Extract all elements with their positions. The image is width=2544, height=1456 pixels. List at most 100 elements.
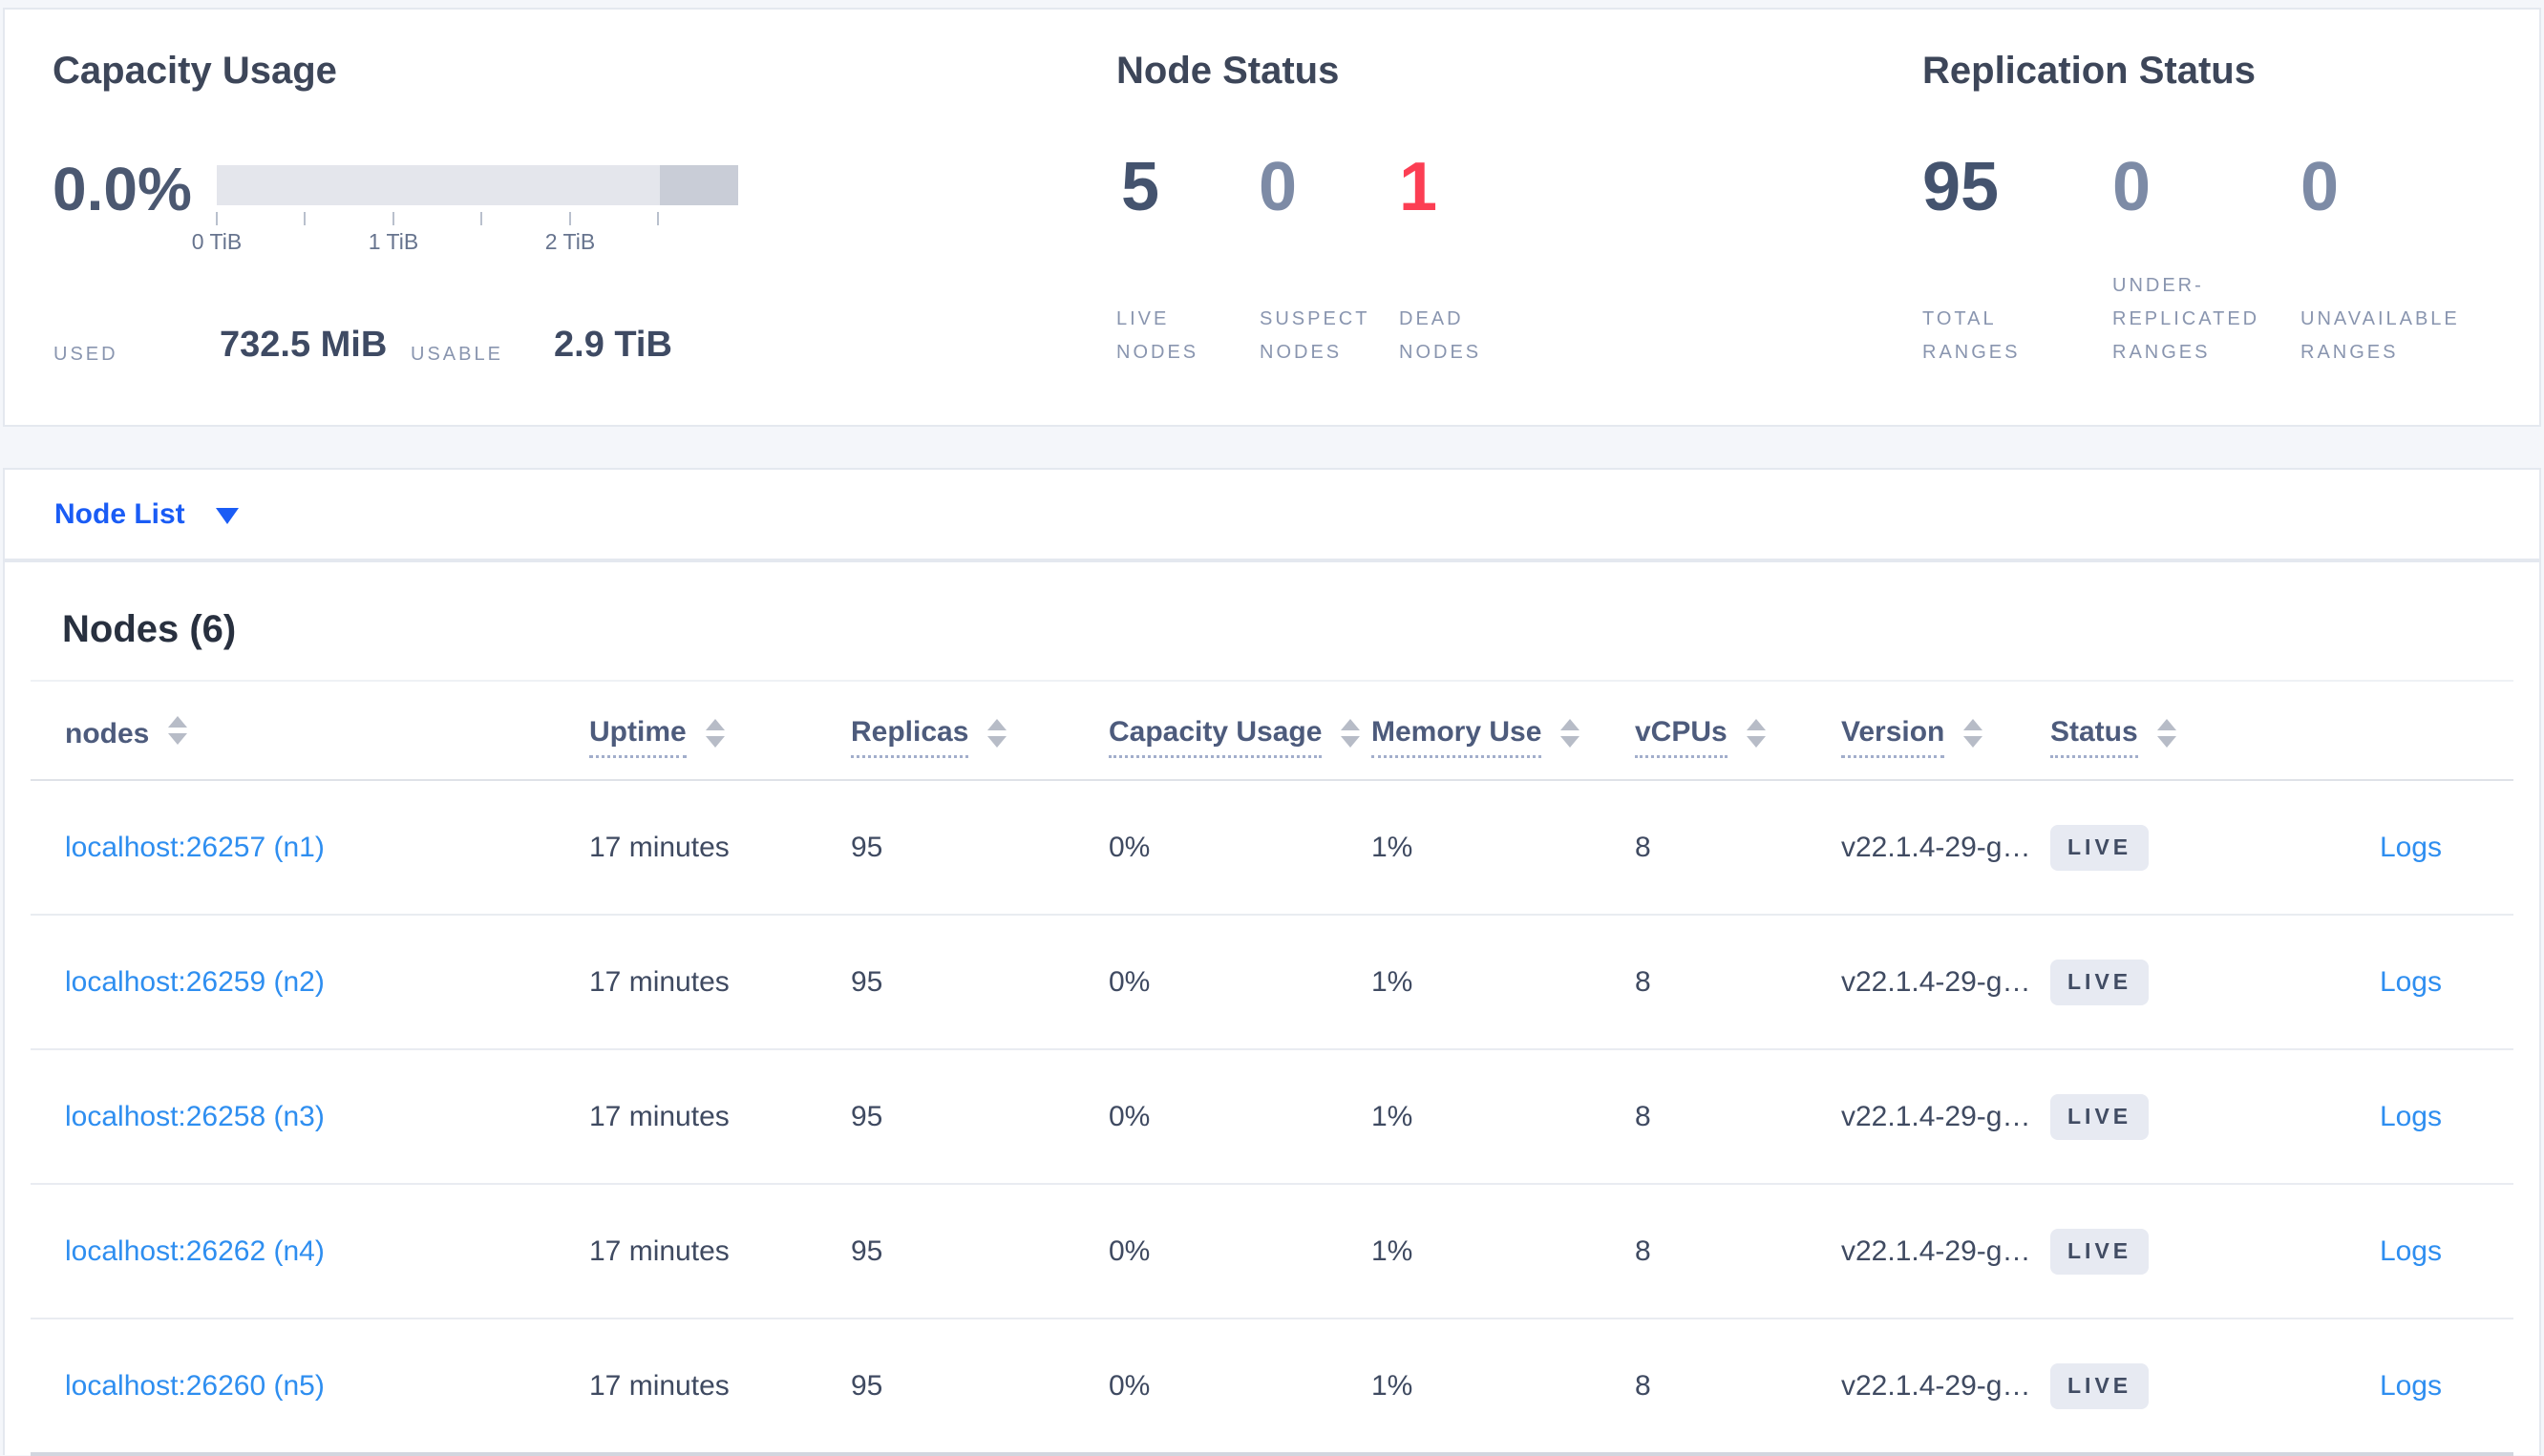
axis-label-0tib: 0 TiB xyxy=(191,229,243,254)
column-header-capacity-usage[interactable]: Capacity Usage xyxy=(1109,716,1361,758)
column-header-memory-use[interactable]: Memory Use xyxy=(1371,716,1580,758)
vcpus-cell: 8 xyxy=(1635,1100,1651,1132)
status-badge: LIVE xyxy=(2050,1228,2150,1275)
sort-icon xyxy=(1560,719,1580,748)
logs-link[interactable]: Logs xyxy=(2379,965,2442,998)
label-line: RANGES xyxy=(1922,342,2021,363)
axis-tick xyxy=(392,212,394,225)
column-header-nodes[interactable]: nodes xyxy=(65,716,188,752)
capacity-bar-dark-segment xyxy=(660,165,738,205)
replicas-cell: 95 xyxy=(851,965,883,998)
logs-link[interactable]: Logs xyxy=(2379,1100,2442,1132)
memory-use-cell: 1% xyxy=(1371,831,1413,863)
capacity-usage-bar xyxy=(217,165,738,205)
table-row: localhost:26257 (n1) 17 minutes 95 0% 1%… xyxy=(31,781,2513,916)
capacity-usage-title: Capacity Usage xyxy=(53,50,337,92)
view-selector-bar: Node List xyxy=(3,468,2541,560)
node-address-link[interactable]: localhost:26259 (n2) xyxy=(65,965,325,998)
column-header-label: Memory Use xyxy=(1371,716,1542,758)
label-line: NODES xyxy=(1399,342,1482,363)
uptime-cell: 17 minutes xyxy=(589,1369,730,1402)
live-nodes-count: 5 xyxy=(1121,149,1160,225)
node-address-link[interactable]: localhost:26262 (n4) xyxy=(65,1234,325,1267)
usable-label: USABLE xyxy=(411,344,503,365)
sort-icon xyxy=(987,719,1007,748)
uptime-cell: 17 minutes xyxy=(589,965,730,998)
status-badge: LIVE xyxy=(2050,1362,2150,1409)
used-label: USED xyxy=(53,344,118,365)
replicas-cell: 95 xyxy=(851,1369,883,1402)
unavailable-ranges-count: 0 xyxy=(2300,149,2340,225)
under-replicated-ranges-label: UNDER- REPLICATED RANGES xyxy=(2112,269,2259,369)
unavailable-ranges-label: UNAVAILABLE RANGES xyxy=(2300,303,2460,369)
capacity-usage-cell: 0% xyxy=(1109,1369,1151,1402)
version-cell: v22.1.4-29-g… xyxy=(1841,1369,2031,1402)
vcpus-cell: 8 xyxy=(1635,965,1651,998)
label-line: RANGES xyxy=(2300,342,2399,363)
axis-tick xyxy=(569,212,571,225)
column-header-label: Uptime xyxy=(589,716,687,758)
column-header-label: Replicas xyxy=(851,716,969,758)
column-header-status[interactable]: Status xyxy=(2050,716,2176,758)
replication-status-title: Replication Status xyxy=(1922,50,2256,92)
capacity-usage-cell: 0% xyxy=(1109,1234,1151,1267)
uptime-cell: 17 minutes xyxy=(589,831,730,863)
replicas-cell: 95 xyxy=(851,831,883,863)
column-header-version[interactable]: Version xyxy=(1841,716,1983,758)
nodes-table-body: localhost:26257 (n1) 17 minutes 95 0% 1%… xyxy=(31,781,2513,1456)
column-header-uptime[interactable]: Uptime xyxy=(589,716,725,758)
vcpus-cell: 8 xyxy=(1635,1234,1651,1267)
label-line: NODES xyxy=(1116,342,1199,363)
axis-tick xyxy=(480,212,482,225)
suspect-nodes-count: 0 xyxy=(1259,149,1298,225)
node-address-link[interactable]: localhost:26260 (n5) xyxy=(65,1369,325,1402)
total-ranges-count: 95 xyxy=(1922,149,2000,225)
sort-icon xyxy=(2156,719,2176,748)
usable-value: 2.9 TiB xyxy=(554,325,672,365)
logs-link[interactable]: Logs xyxy=(2379,831,2442,863)
label-line: TOTAL xyxy=(1922,308,1997,329)
status-cell: LIVE xyxy=(2050,1228,2150,1275)
column-header-replicas[interactable]: Replicas xyxy=(851,716,1007,758)
label-line: DEAD xyxy=(1399,308,1464,329)
replicas-cell: 95 xyxy=(851,1234,883,1267)
version-cell: v22.1.4-29-g… xyxy=(1841,1234,2031,1267)
nodes-table-card: Nodes (6) nodes Uptime Replicas Capacity… xyxy=(3,560,2541,1456)
label-line: SUSPECT xyxy=(1260,308,1370,329)
node-list-dropdown[interactable]: Node List xyxy=(54,498,239,531)
column-header-label: Status xyxy=(2050,716,2138,758)
version-cell: v22.1.4-29-g… xyxy=(1841,965,2031,998)
column-header-label: Capacity Usage xyxy=(1109,716,1323,758)
memory-use-cell: 1% xyxy=(1371,965,1413,998)
vcpus-cell: 8 xyxy=(1635,831,1651,863)
table-row: localhost:26260 (n5) 17 minutes 95 0% 1%… xyxy=(31,1319,2513,1456)
replicas-cell: 95 xyxy=(851,1100,883,1132)
chevron-down-icon xyxy=(215,508,239,524)
logs-link[interactable]: Logs xyxy=(2379,1369,2442,1402)
uptime-cell: 17 minutes xyxy=(589,1100,730,1132)
column-header-label: vCPUs xyxy=(1635,716,1728,758)
label-line: LIVE xyxy=(1116,308,1170,329)
nodes-table-header: nodes Uptime Replicas Capacity Usage Mem… xyxy=(31,680,2513,781)
capacity-usage-cell: 0% xyxy=(1109,1100,1151,1132)
status-cell: LIVE xyxy=(2050,824,2150,871)
dead-nodes-label: DEAD NODES xyxy=(1399,303,1481,369)
axis-label-2tib: 2 TiB xyxy=(544,229,596,254)
axis-tick xyxy=(304,212,306,225)
nodes-table: nodes Uptime Replicas Capacity Usage Mem… xyxy=(31,680,2513,1456)
status-cell: LIVE xyxy=(2050,1093,2150,1140)
version-cell: v22.1.4-29-g… xyxy=(1841,1100,2031,1132)
memory-use-cell: 1% xyxy=(1371,1369,1413,1402)
column-header-vcpus[interactable]: vCPUs xyxy=(1635,716,1766,758)
sort-icon xyxy=(705,719,725,748)
status-cell: LIVE xyxy=(2050,1362,2150,1409)
version-cell: v22.1.4-29-g… xyxy=(1841,831,2031,863)
status-cell: LIVE xyxy=(2050,959,2150,1005)
under-replicated-ranges-count: 0 xyxy=(2112,149,2152,225)
sort-icon xyxy=(1341,719,1361,748)
node-address-link[interactable]: localhost:26257 (n1) xyxy=(65,831,325,863)
logs-link[interactable]: Logs xyxy=(2379,1234,2442,1267)
node-address-link[interactable]: localhost:26258 (n3) xyxy=(65,1100,325,1132)
label-line: NODES xyxy=(1260,342,1343,363)
total-ranges-label: TOTAL RANGES xyxy=(1922,303,2020,369)
